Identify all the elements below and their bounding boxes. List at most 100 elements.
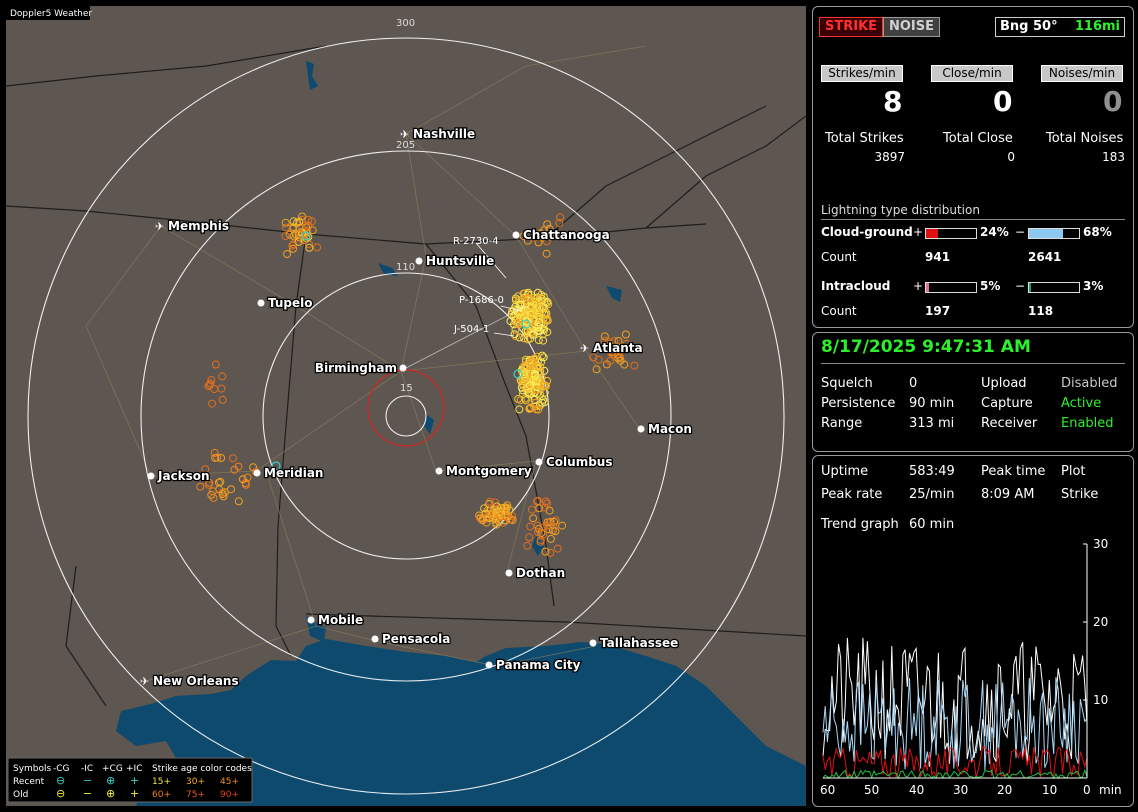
close-per-min-header: Close/min [931,65,1013,82]
trend-line [822,677,1088,771]
svg-text:75+: 75+ [186,790,205,800]
city-name: Mobile [318,613,363,627]
strike-marker [526,381,534,390]
strike-marker [545,224,554,233]
strike-marker [546,232,555,241]
svg-text:+: + [130,774,139,787]
city-panama-city: Panama City [485,657,582,673]
noises-per-min-value: 0 [1103,85,1123,118]
cell-tags: R-2730-4 P-1686-0 J-504-1 [453,236,522,337]
strike-marker [589,353,598,362]
ic-negative-pct: 3% [1083,279,1104,293]
strike-marker [289,244,297,253]
strike-marker [525,356,534,364]
strike-marker [507,310,516,319]
strike-marker [532,376,541,385]
strike-marker [534,524,543,533]
strike-marker [531,371,540,380]
city-chattanooga: Chattanooga [512,227,611,243]
strike-marker [218,372,227,381]
strike-marker [518,380,527,389]
city-mobile: Mobile [307,612,364,628]
strike-marker [283,250,292,258]
cg-positive-count: 941 [925,250,951,264]
svg-text:⊖: ⊖ [56,787,65,800]
plot-label: Plot [1061,464,1086,479]
x-tick-10: 10 [1042,783,1057,797]
upload-value: Disabled [1061,376,1118,391]
city-nashville: ✈ Nashville [400,126,476,143]
strike-marker [211,360,220,369]
peak-time-value: 8:09 AM [981,487,1035,502]
city-dot [535,458,543,466]
cell-tag-r2730[interactable]: R-2730-4 [453,236,499,247]
cg-negative-count: 2641 [1028,250,1062,264]
strike-marker [536,537,545,546]
strike-marker [543,314,552,323]
strike-button[interactable]: STRIKE [819,17,884,37]
strike-marker [529,357,538,366]
range-value: 313 mi [909,416,955,431]
svg-text:Old: Old [13,790,28,800]
strike-marker [313,243,322,252]
strike-marker [485,497,494,506]
x-tick-40: 40 [909,783,924,797]
city-name: Atlanta [593,341,643,355]
strike-marker [531,233,540,242]
lightning-map[interactable]: 300 205 110 15 R-2730-4 P-1686-0 J-504-1… [6,6,806,806]
strike-marker [524,383,533,392]
x-tick-20: 20 [997,783,1012,797]
strike-marker [540,503,549,512]
strike-marker [505,505,514,514]
strikes-per-min-header: Strikes/min [821,65,903,82]
strikes-per-min-value: 8 [883,85,903,118]
noise-button[interactable]: NOISE [883,17,941,37]
status-panel: 8/17/2025 9:47:31 AM Squelch 0 Persisten… [812,332,1134,452]
svg-text:−: − [83,787,92,800]
strike-markers [194,212,644,557]
cg-negative-bar [1028,228,1080,239]
strike-marker [553,229,562,238]
strike-marker [289,240,298,249]
city-name: Chattanooga [523,228,610,242]
cell-tag-p1686[interactable]: P-1686-0 [459,295,504,306]
city-name: Montgomery [446,464,532,478]
total-noises-value: 183 [1102,150,1125,164]
bearing-box: Bng 50° 116mi [995,17,1125,37]
svg-text:⊕: ⊕ [106,787,115,800]
cell-tag-j504[interactable]: J-504-1 [453,324,489,335]
strike-marker [525,533,534,542]
strike-marker [614,354,623,363]
strike-marker [302,223,311,232]
distance-value: 116mi [1074,19,1120,34]
y-tick-20: 20 [1093,615,1108,629]
y-tick-30: 30 [1093,537,1108,551]
strike-marker [546,534,555,543]
city-memphis: ✈ Memphis [155,218,230,235]
city-new-orleans: ✈ New Orleans [140,673,240,690]
total-strikes-value: 3897 [874,150,905,164]
range-label: Range [821,416,863,431]
svg-text:Strike age color codes: Strike age color codes [152,764,252,774]
svg-text:-IC: -IC [81,764,93,774]
noises-per-min-header: Noises/min [1041,65,1123,82]
strike-marker [553,544,562,553]
total-close-label: Total Close [943,131,1013,146]
strike-marker [539,336,548,345]
strike-marker [525,359,534,368]
city-huntsville: Huntsville [415,253,496,269]
datetime: 8/17/2025 9:47:31 AM [821,337,1031,357]
strike-marker [622,339,631,348]
strike-marker [616,356,625,365]
strike-marker [523,294,532,303]
city-name: Tupelo [268,296,313,310]
bearing-line [405,305,527,369]
strike-marker [210,448,219,457]
strike-marker [550,517,559,526]
strike-marker [544,525,553,534]
svg-text:⊕: ⊕ [106,774,115,787]
plot-value[interactable]: Strike [1061,487,1099,502]
ic-positive-pct: 5% [980,279,1001,293]
squelch-label: Squelch [821,376,873,391]
city-columbus: Columbus [535,454,614,470]
